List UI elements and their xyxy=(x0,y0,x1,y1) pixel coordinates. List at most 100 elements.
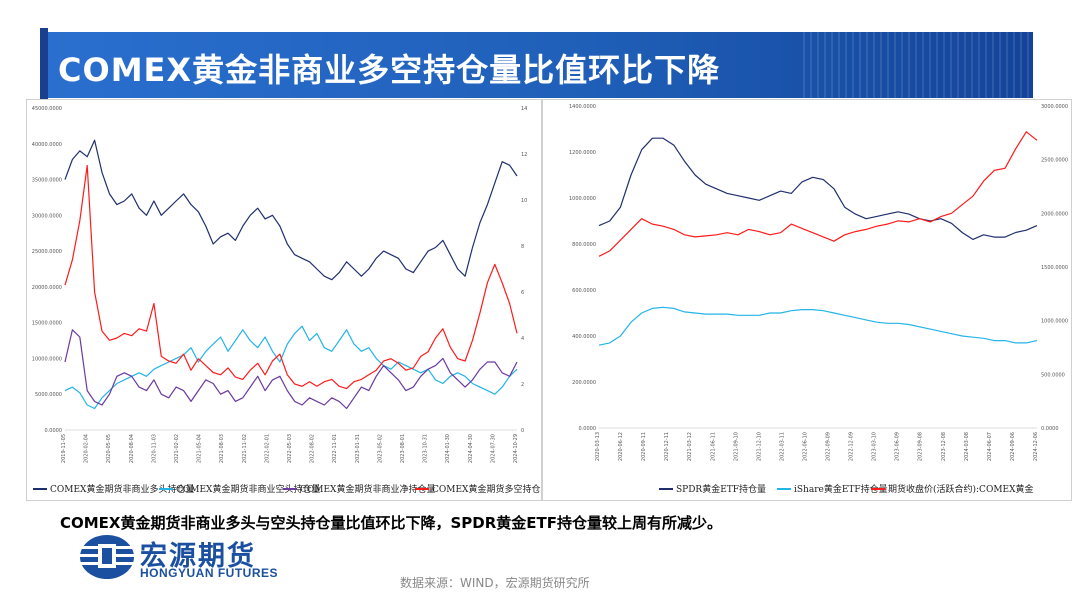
x-tick-label: 2019-11-05 xyxy=(61,434,67,463)
legend-entry: COMEX黄金期货多空持仓量比值 xyxy=(432,483,541,495)
x-tick-label: 2022-08-02 xyxy=(310,434,316,463)
x-tick-label: 2021-09-10 xyxy=(733,432,739,461)
legend-entry: iShare黄金ETF持仓量 xyxy=(794,483,888,495)
x-tick-label: 2024-07-30 xyxy=(490,434,496,463)
x-tick-label: 2020-06-12 xyxy=(618,432,624,461)
legend-entry: COMEX黄金期货非商业空头持仓量 xyxy=(176,483,320,495)
data-source-note: 数据来源：WIND，宏源期货研究所 xyxy=(400,576,590,590)
x-tick-label: 2023-09-08 xyxy=(918,432,924,461)
y-right-tick-label: 3000.0000 xyxy=(1041,104,1068,110)
y-left-tick-label: 15000.0000 xyxy=(32,321,62,327)
chart-comex-positions: 0.0000 5000.0000 10000.0000 15000.0000 20000… xyxy=(32,106,541,495)
x-tick-label: 2022-11-01 xyxy=(332,434,338,463)
y-left-tick-label: 5000.0000 xyxy=(35,392,62,398)
x-tick-label: 2023-12-08 xyxy=(941,432,947,461)
y-left-tick-label: 600.0000 xyxy=(572,288,596,294)
legend-entry: COMEX黄金期货非商业净持仓量 xyxy=(300,483,435,495)
page-title: COMEX黄金非商业多空持仓量比值环比下降 xyxy=(58,51,721,89)
x-tick-label: 2022-12-09 xyxy=(849,432,855,461)
x-tick-label: 2021-06-11 xyxy=(710,432,716,461)
y-right-tick-label: 6 xyxy=(521,290,524,296)
y-right-tick-label: 1500.0000 xyxy=(1041,265,1068,271)
logo-name-en: HONGYUAN FUTURES xyxy=(140,566,279,580)
title-accent xyxy=(40,28,48,102)
y-right-tick-label: 2500.0000 xyxy=(1041,158,1068,164)
x-tick-label: 2020-12-11 xyxy=(664,432,670,461)
x-tick-label: 2021-12-10 xyxy=(756,432,762,461)
y-left-tick-label: 200.0000 xyxy=(572,380,596,386)
y-left-tick-label: 0.0000 xyxy=(579,426,597,432)
logo-emblem-icon xyxy=(80,535,134,579)
y-left-tick-label: 1400.0000 xyxy=(569,104,596,110)
series-line-2 xyxy=(598,306,1038,346)
x-tick-label: 2023-10-31 xyxy=(423,434,429,463)
series-line-4 xyxy=(64,164,518,390)
x-tick-label: 2022-09-09 xyxy=(826,432,832,461)
series-line-3 xyxy=(64,329,518,410)
x-tick-label: 2020-02-04 xyxy=(84,434,90,463)
chart-panel-right: 0.0000 200.0000 400.0000 600.0000 800.0000 10… xyxy=(542,99,1072,501)
x-tick-label: 2020-11-03 xyxy=(151,434,157,463)
y-right-tick-label: 8 xyxy=(521,244,524,250)
x-tick-label: 2021-05-04 xyxy=(197,434,203,463)
y-left-tick-label: 35000.0000 xyxy=(32,178,62,184)
x-tick-label: 2022-06-10 xyxy=(802,432,808,461)
legend-entry: SPDR黄金ETF持仓量 xyxy=(676,483,766,495)
y-left-tick-label: 45000.0000 xyxy=(32,106,62,112)
x-tick-label: 2024-03-08 xyxy=(964,432,970,461)
x-tick-label: 2022-05-03 xyxy=(287,434,293,463)
x-tick-label: 2021-02-02 xyxy=(174,434,180,463)
x-tick-label: 2020-05-05 xyxy=(106,434,112,463)
x-tick-label: 2024-06-07 xyxy=(987,432,993,461)
y-left-tick-label: 25000.0000 xyxy=(32,249,62,255)
series-line-1 xyxy=(64,139,518,281)
y-left-tick-label: 1000.0000 xyxy=(569,196,596,202)
y-right-tick-label: 10 xyxy=(521,198,527,204)
x-tick-label: 2021-08-03 xyxy=(219,434,225,463)
series-line-2 xyxy=(64,325,518,410)
legend-entry: 期货收盘价(活跃合约):COMEX黄金 xyxy=(888,483,1034,495)
y-left-tick-label: 30000.0000 xyxy=(32,213,62,219)
y-left-tick-label: 400.0000 xyxy=(572,334,596,340)
x-tick-label: 2023-05-02 xyxy=(377,434,383,463)
x-tick-label: 2020-09-11 xyxy=(641,432,647,461)
logo-name-cn: 宏源期货 xyxy=(140,541,256,572)
y-right-tick-label: 14 xyxy=(521,106,527,112)
x-tick-label: 2024-04-30 xyxy=(468,434,474,463)
y-right-tick-label: 1000.0000 xyxy=(1041,319,1068,325)
x-tick-label: 2022-02-01 xyxy=(264,434,270,463)
x-tick-label: 2023-08-01 xyxy=(400,434,406,463)
y-left-tick-label: 20000.0000 xyxy=(32,285,62,291)
y-right-tick-label: 0.0000 xyxy=(1041,426,1059,432)
x-tick-label: 2023-03-10 xyxy=(872,432,878,461)
y-right-tick-label: 12 xyxy=(521,152,527,158)
series-line-3 xyxy=(598,131,1038,257)
x-tick-label: 2024-12-06 xyxy=(1033,432,1039,461)
x-tick-label: 2023-06-09 xyxy=(895,432,901,461)
y-left-tick-label: 1200.0000 xyxy=(569,150,596,156)
x-tick-label: 2024-10-29 xyxy=(513,434,519,463)
x-tick-label: 2024-09-06 xyxy=(1010,432,1016,461)
x-tick-label: 2023-01-31 xyxy=(355,434,361,463)
legend-entry: COMEX黄金期货非商业多头持仓量 xyxy=(50,483,194,495)
y-left-tick-label: 800.0000 xyxy=(572,242,596,248)
x-tick-label: 2020-03-13 xyxy=(595,432,601,461)
y-right-tick-label: 0 xyxy=(521,428,524,434)
chart-panel-left: 0.0000 5000.0000 10000.0000 15000.0000 20000… xyxy=(26,99,542,501)
caption-text: COMEX黄金期货非商业多头与空头持仓量比值环比下降，SPDR黄金ETF持仓量较… xyxy=(60,514,723,532)
company-logo: 宏源期货 HONGYUAN FUTURES xyxy=(78,532,318,582)
y-left-tick-label: 40000.0000 xyxy=(32,142,62,148)
title-banner xyxy=(40,28,1033,102)
y-left-tick-label: 0.0000 xyxy=(45,428,63,434)
y-right-tick-label: 500.0000 xyxy=(1041,372,1065,378)
x-tick-label: 2020-08-04 xyxy=(129,434,135,463)
x-tick-label: 2021-11-02 xyxy=(242,434,248,463)
x-tick-label: 2022-03-11 xyxy=(779,432,785,461)
y-right-tick-label: 2 xyxy=(521,382,524,388)
x-tick-label: 2021-03-12 xyxy=(687,432,693,461)
y-right-tick-label: 2000.0000 xyxy=(1041,211,1068,217)
y-left-tick-label: 10000.0000 xyxy=(32,356,62,362)
x-tick-label: 2024-01-30 xyxy=(445,434,451,463)
series-line-1 xyxy=(598,137,1038,240)
chart-gold-etf-holdings: 0.0000 200.0000 400.0000 600.0000 800.0000 10… xyxy=(569,104,1068,495)
